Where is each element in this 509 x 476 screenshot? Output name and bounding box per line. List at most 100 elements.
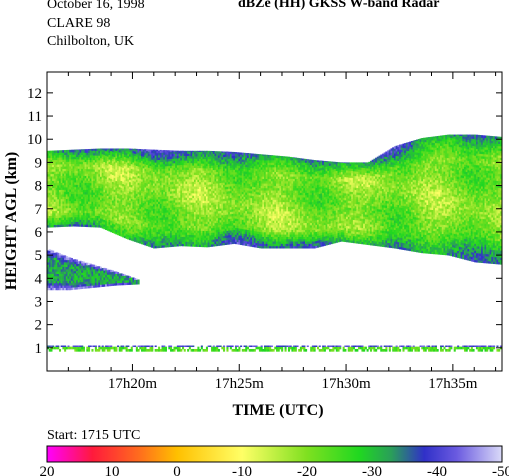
echo-cell	[64, 182, 67, 186]
echo-cell	[236, 213, 239, 217]
echo-cell	[67, 219, 70, 223]
echo-cell	[182, 164, 185, 168]
echo-cell	[195, 204, 198, 208]
echo-cell	[139, 208, 142, 212]
echo-cell	[117, 156, 120, 159]
echo-cell	[190, 167, 193, 171]
echo-cell	[159, 210, 162, 214]
echo-cell	[79, 224, 82, 227]
echo-cell	[193, 244, 197, 247]
echo-cell	[76, 184, 79, 188]
echo-cell	[94, 217, 97, 221]
echo-cell	[180, 187, 183, 191]
echo-cell	[118, 207, 121, 211]
echo-cell	[123, 175, 126, 178]
echo-cell	[183, 190, 186, 194]
echo-cell	[176, 188, 179, 191]
echo-cell	[147, 158, 150, 161]
echo-cell	[91, 215, 94, 219]
echo-cell	[217, 182, 220, 186]
echo-cell	[175, 243, 178, 247]
echo-cell	[106, 207, 109, 210]
echo-cell	[117, 223, 120, 226]
echo-cell	[182, 197, 185, 200]
echo-cell	[219, 229, 222, 232]
echo-cell	[74, 156, 77, 160]
echo-cell	[88, 154, 91, 158]
echo-cell	[188, 183, 191, 187]
echo-cell	[159, 157, 162, 160]
echo-cell	[164, 207, 167, 211]
echo-cell	[144, 212, 147, 216]
echo-cell	[76, 200, 79, 204]
echo-cell	[176, 174, 179, 177]
echo-cell	[180, 171, 183, 175]
echo-cell	[118, 191, 121, 195]
echo-cell	[182, 241, 185, 244]
echo-cell	[248, 239, 251, 242]
echo-cell	[176, 195, 179, 198]
echo-cell	[146, 169, 149, 172]
echo-cell	[250, 176, 253, 180]
echo-cell	[241, 210, 244, 213]
echo-cell	[205, 242, 208, 245]
echo-cell	[62, 217, 65, 220]
echo-cell	[158, 245, 161, 249]
echo-cell	[69, 168, 72, 172]
echo-cell	[142, 239, 145, 243]
echo-cell	[76, 207, 79, 211]
echo-cell	[214, 239, 217, 242]
echo-cell	[228, 163, 231, 166]
echo-cell	[82, 198, 85, 202]
echo-cell	[79, 159, 82, 162]
echo-cell	[209, 239, 212, 243]
echo-cell	[224, 172, 227, 176]
echo-cell	[207, 221, 210, 225]
echo-cell	[144, 170, 147, 174]
echo-cell	[159, 178, 162, 181]
echo-cell	[120, 233, 123, 237]
echo-cell	[50, 192, 53, 196]
echo-cell	[238, 198, 241, 201]
echo-cell	[94, 169, 97, 172]
echo-cell	[98, 201, 101, 205]
echo-cell	[212, 227, 215, 231]
echo-cell	[182, 160, 185, 163]
echo-cell	[106, 149, 109, 152]
echo-cell	[161, 242, 164, 246]
echo-cell	[69, 205, 72, 209]
echo-cell	[173, 167, 176, 171]
echo-cell	[64, 166, 67, 169]
echo-cell	[55, 173, 58, 177]
echo-cell	[123, 189, 126, 192]
echo-cell	[93, 166, 96, 170]
echo-cell	[127, 174, 130, 177]
echo-cell	[197, 241, 200, 245]
echo-cell	[163, 238, 166, 241]
echo-cell	[98, 187, 101, 191]
echo-cell	[69, 163, 72, 167]
echo-cell	[238, 160, 241, 164]
echo-cell	[115, 183, 118, 186]
echo-cell	[228, 211, 231, 215]
echo-cell	[122, 204, 125, 208]
echo-cell	[91, 164, 94, 168]
echo-cell	[224, 226, 227, 229]
echo-cell	[168, 223, 171, 227]
echo-cell	[111, 163, 114, 166]
echo-cell	[117, 148, 120, 150]
echo-cell	[161, 163, 164, 167]
echo-cell	[231, 204, 234, 208]
echo-cell	[48, 164, 51, 168]
echo-cell	[156, 199, 159, 202]
echo-cell	[88, 168, 91, 172]
echo-cell	[199, 197, 202, 201]
echo-cell	[233, 211, 236, 214]
echo-cell	[159, 191, 162, 195]
echo-cell	[50, 210, 53, 214]
echo-cell	[72, 219, 75, 222]
echo-cell	[137, 180, 140, 183]
echo-cell	[219, 224, 222, 228]
echo-cell	[234, 197, 238, 201]
echo-cell	[246, 238, 249, 242]
